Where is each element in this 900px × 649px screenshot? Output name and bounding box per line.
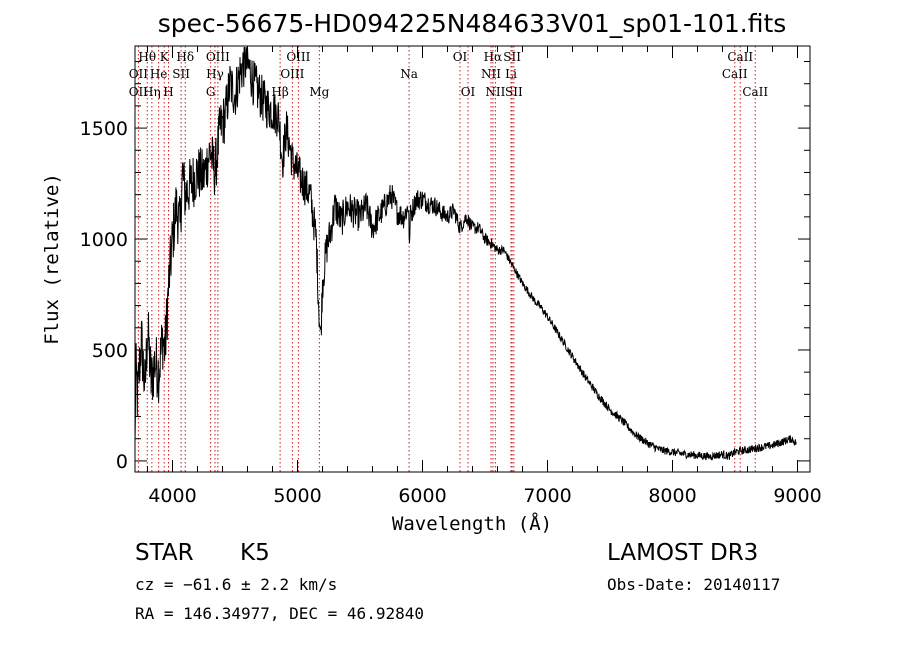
spectral-line-label: OII — [129, 85, 149, 99]
x-tick-label: 8000 — [648, 485, 696, 507]
spectral-line-label: OIII — [280, 67, 304, 81]
redshift-cz: cz = −61.6 ± 2.2 km/s — [135, 575, 337, 594]
plot-frame — [134, 45, 811, 473]
spectral-line-label: SII — [505, 85, 523, 99]
spectral-line-label: OIII — [206, 50, 230, 64]
survey-name: LAMOST DR3 — [607, 540, 758, 566]
x-tick-label: 7000 — [523, 485, 571, 507]
spectral-line-label: G — [206, 85, 216, 99]
spectral-line-label: CaII — [742, 85, 768, 99]
spectral-line-label: Hγ — [206, 67, 224, 81]
spectral-line-label: NII — [485, 85, 505, 99]
observation-date: Obs-Date: 20140117 — [607, 575, 780, 594]
chart-title: spec-56675-HD094225N484633V01_sp01-101.f… — [158, 9, 787, 38]
y-tick-label: 0 — [116, 451, 128, 473]
y-axis-label: Flux (relative) — [41, 173, 63, 345]
spectral-line-label: Hα — [484, 50, 503, 64]
spectral-line-label: He — [150, 67, 168, 81]
object-class: STAR — [135, 540, 194, 566]
object-subclass: K5 — [240, 540, 270, 566]
spectral-line-label: OI — [461, 85, 476, 99]
spectral-line-label: NII — [481, 67, 501, 81]
spectral-line-label: SII — [503, 50, 521, 64]
x-tick-label: 9000 — [773, 485, 821, 507]
spectral-line-label: Hθ — [138, 50, 156, 64]
spectrum-series-line — [134, 46, 797, 461]
spectral-line-label: SII — [172, 67, 190, 81]
x-axis-label: Wavelength (Å) — [392, 512, 552, 535]
x-tick-label: 4000 — [148, 485, 196, 507]
spectral-line-label: Hδ — [176, 50, 194, 64]
spectral-line-label: K — [160, 50, 170, 64]
spectral-line-label: Na — [400, 67, 418, 81]
spectral-line-label: OIII — [286, 50, 310, 64]
spectral-line-label: H — [163, 85, 173, 99]
spectral-line-label: CaII — [722, 67, 748, 81]
spectral-line-markers — [137, 46, 756, 472]
spectral-line-label: Mg — [309, 85, 329, 99]
y-tick-label: 1000 — [80, 229, 128, 251]
x-tick-label: 5000 — [273, 485, 321, 507]
coordinates: RA = 146.34977, DEC = 46.92840 — [135, 604, 424, 623]
spectral-line-label: CaII — [727, 50, 753, 64]
y-tick-label: 500 — [92, 340, 128, 362]
spectral-line-label: OI — [453, 50, 468, 64]
spectral-line-label: Li — [505, 67, 517, 81]
spectral-line-label: Hη — [143, 85, 161, 99]
x-tick-label: 6000 — [398, 485, 446, 507]
spectral-line-label: OII — [129, 67, 149, 81]
axis-ticks: 4000 5000 6000 7000 8000 9000 0 500 1000 1500 — [80, 46, 822, 507]
spectral-line-label: Hβ — [271, 85, 288, 99]
spectral-line-labels: Hθ OII OII K He Hη Hδ SII H OIII Hγ G OIII OIII Hβ Mg Na… — [129, 50, 769, 99]
y-tick-label: 1500 — [80, 118, 128, 140]
